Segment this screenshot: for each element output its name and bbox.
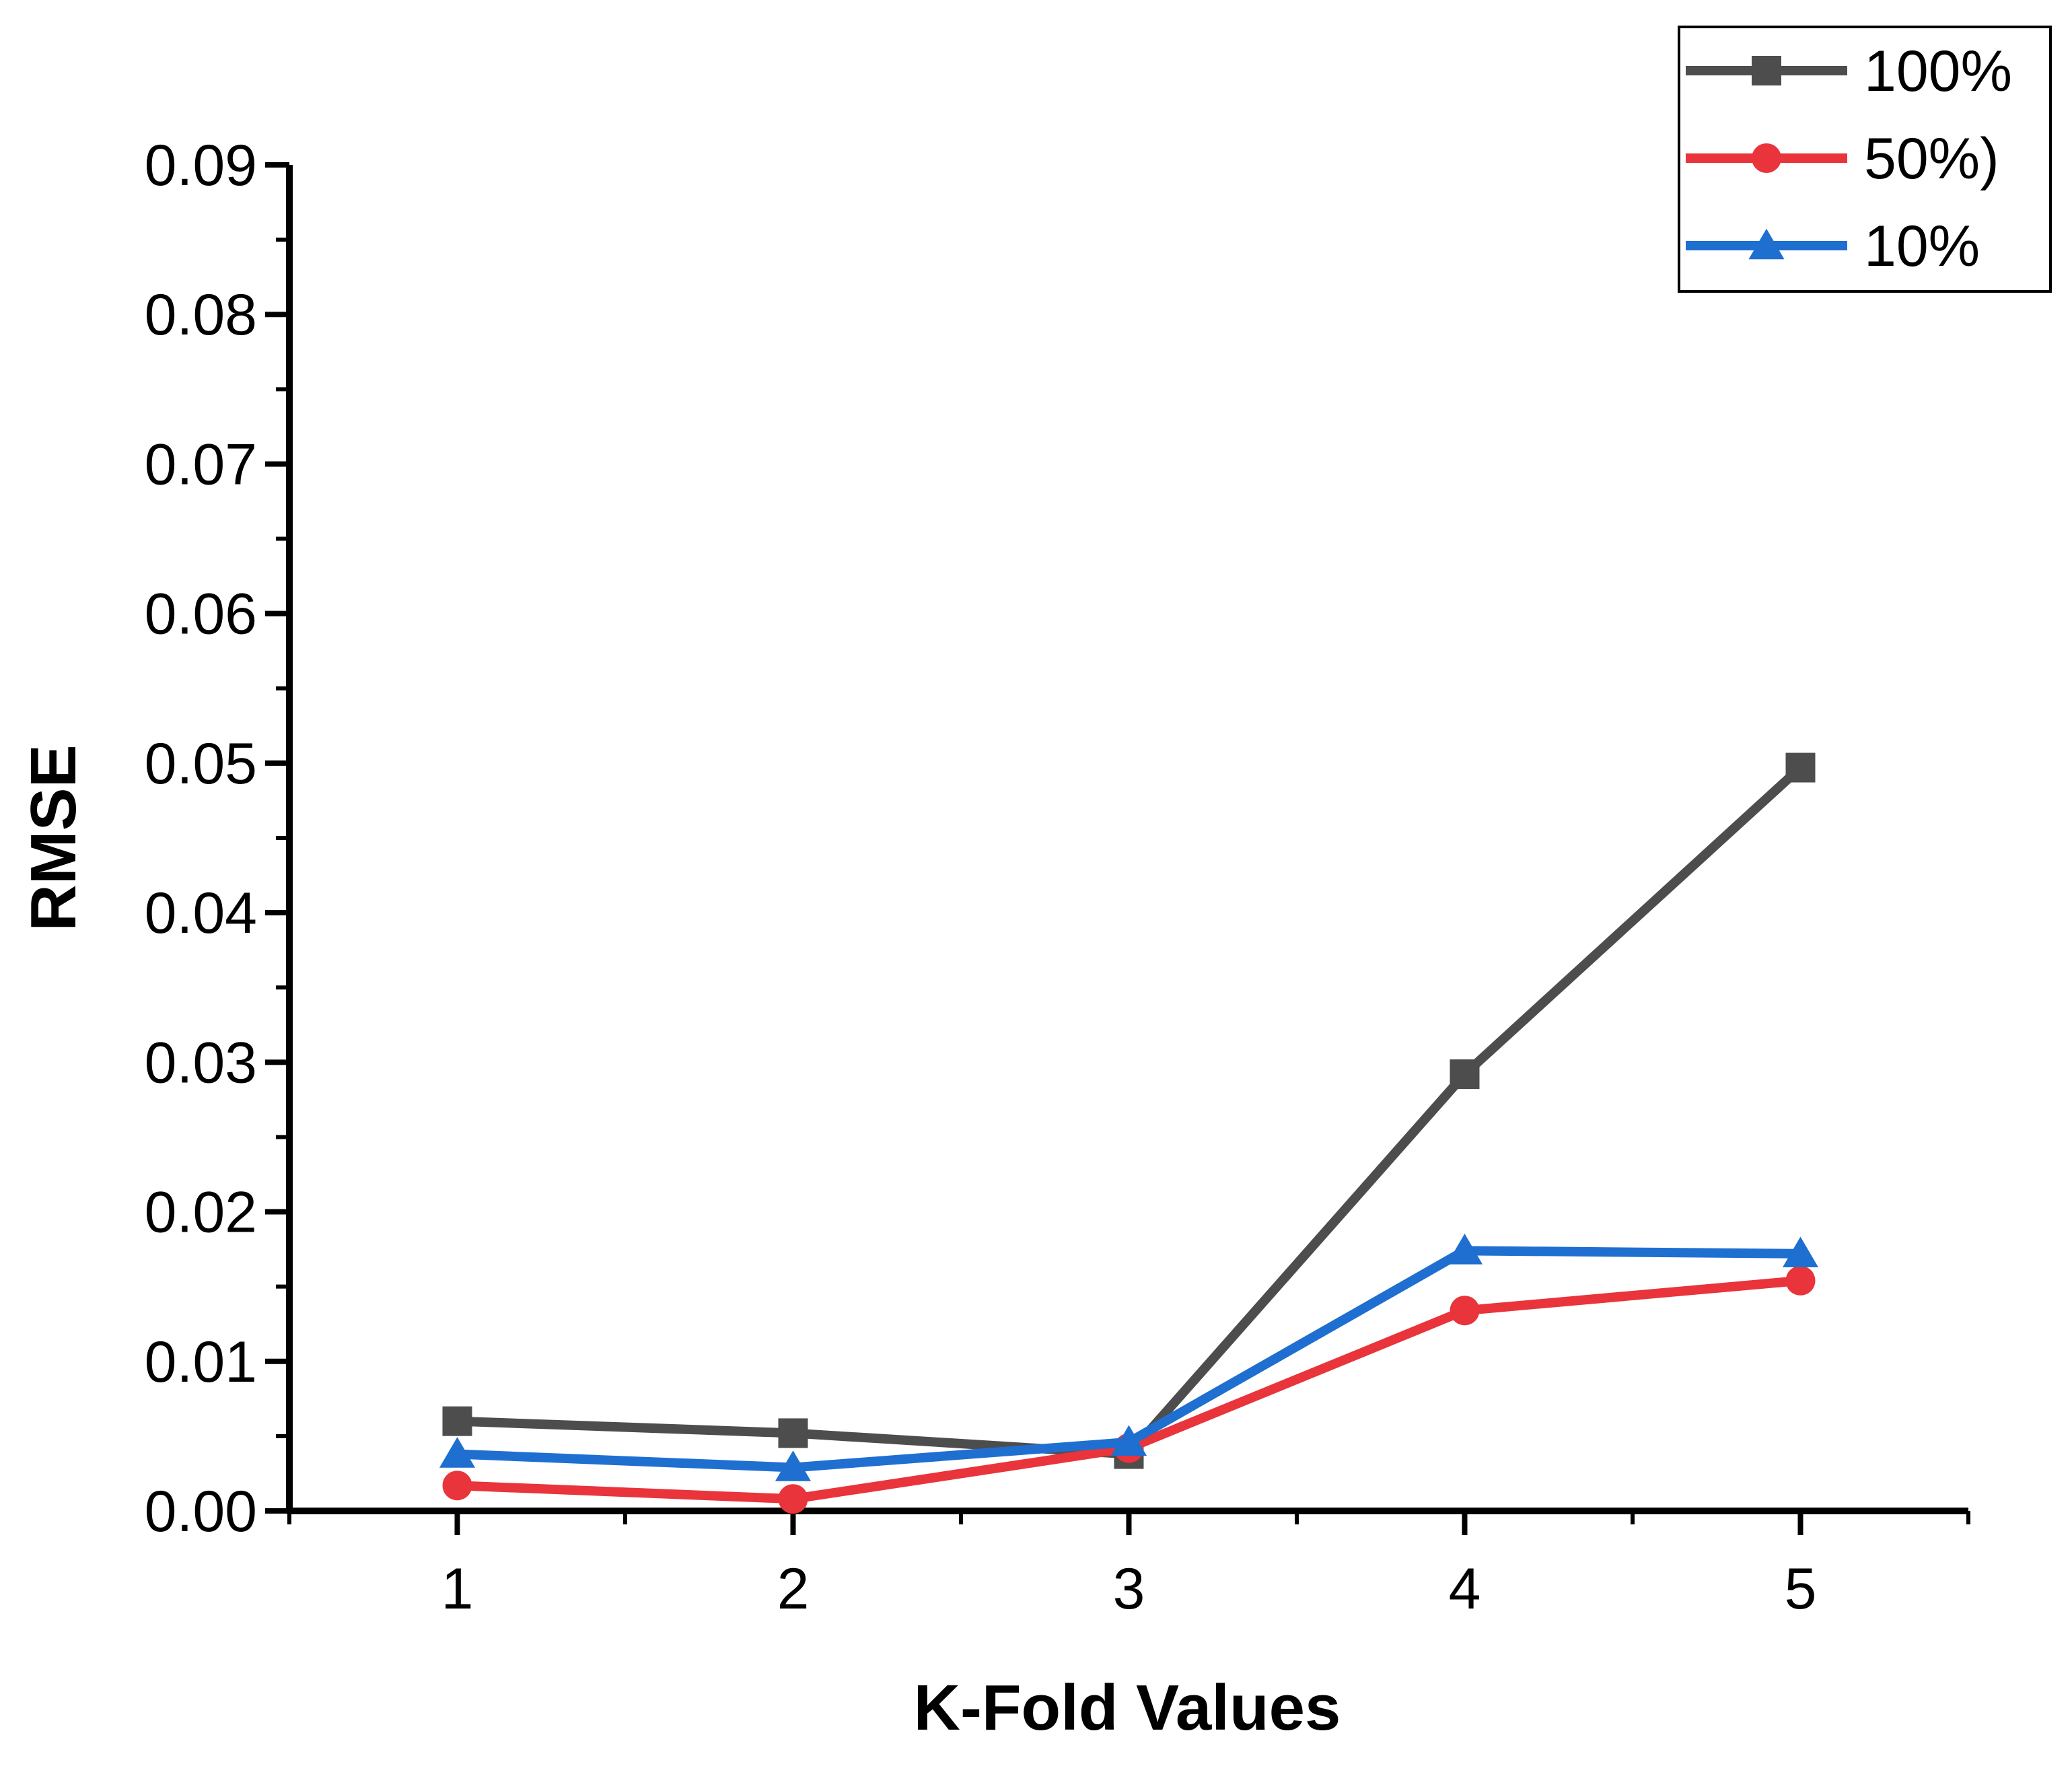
data-point-square (1785, 752, 1816, 783)
x-tick-label: 5 (1785, 1557, 1817, 1621)
series-2 (439, 1234, 1819, 1481)
legend: 100% 50%) 10% (1678, 26, 2052, 293)
data-point-triangle (1748, 228, 1785, 260)
y-tick-label: 0.09 (145, 133, 257, 198)
legend-label: 50%) (1864, 127, 1999, 191)
y-tick-label: 0.06 (145, 582, 257, 647)
legend-entry-1: 50%) (1686, 127, 1999, 191)
legend-label: 10% (1864, 214, 1980, 279)
axes: 0.00 0.01 0.02 0.03 0.04 0.05 0.06 0.07 0.08 0.09… (145, 133, 1970, 1621)
x-tick-label: 1 (441, 1557, 474, 1621)
data-point-triangle (1446, 1234, 1483, 1265)
data-point-square (442, 1406, 472, 1436)
data-point-square (1450, 1059, 1480, 1090)
data-point-square (1752, 56, 1781, 85)
legend-label: 100% (1864, 39, 2012, 104)
legend-entry-0: 100% (1686, 39, 2012, 104)
x-axis-title: K-Fold Values (914, 1672, 1341, 1744)
y-axis-title: RMSE (17, 744, 90, 931)
data-point-circle (1450, 1296, 1480, 1326)
y-tick-label: 0.08 (145, 283, 257, 347)
y-tick-label: 0.04 (145, 881, 257, 946)
y-tick-label: 0.01 (145, 1330, 257, 1394)
data-point-triangle (775, 1450, 812, 1481)
legend-entry-2: 10% (1686, 214, 1980, 279)
data-point-triangle (1110, 1425, 1147, 1456)
data-point-circle (778, 1484, 808, 1514)
x-tick-label: 2 (777, 1557, 810, 1621)
data-point-circle (1785, 1265, 1816, 1296)
series-layer (439, 752, 1819, 1514)
data-point-triangle (439, 1437, 476, 1468)
data-point-square (778, 1418, 808, 1448)
x-tick-label: 3 (1113, 1557, 1145, 1621)
y-tick-label: 0.07 (145, 432, 257, 497)
x-tick-label: 4 (1449, 1557, 1481, 1621)
data-point-circle (1752, 143, 1781, 173)
y-tick-label: 0.05 (145, 732, 257, 796)
y-tick-label: 0.02 (145, 1180, 257, 1245)
data-point-circle (442, 1471, 472, 1501)
y-tick-label: 0.00 (145, 1479, 257, 1544)
data-point-triangle (1782, 1236, 1819, 1268)
y-tick-label: 0.03 (145, 1030, 257, 1095)
